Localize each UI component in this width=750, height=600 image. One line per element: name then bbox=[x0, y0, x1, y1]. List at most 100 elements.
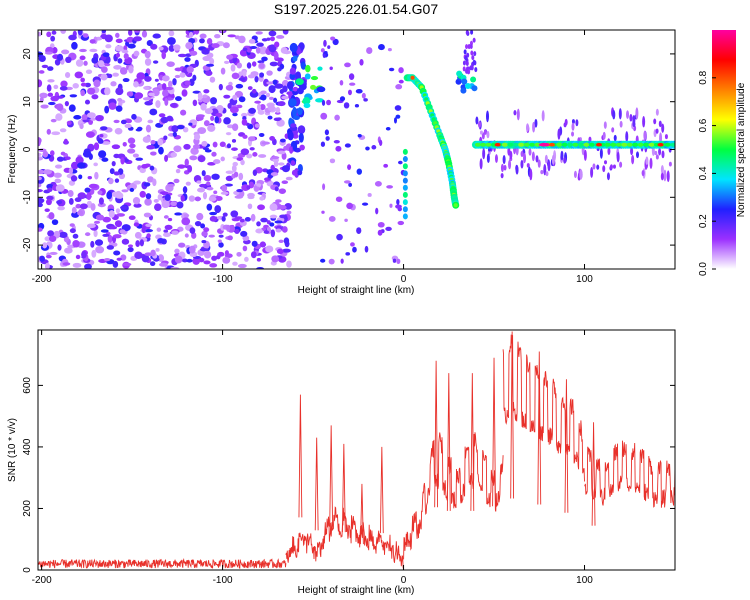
noise-speckle bbox=[161, 51, 166, 60]
noise-speckle bbox=[223, 94, 231, 99]
spectrogram-y-label: Frequency (Hz) bbox=[7, 115, 18, 184]
noise-speckle bbox=[227, 102, 232, 109]
noise-speckle bbox=[249, 46, 258, 50]
streak-near-zero bbox=[402, 170, 408, 177]
noise-speckle bbox=[187, 164, 193, 173]
noise-speckle bbox=[213, 159, 221, 164]
noise-speckle bbox=[99, 134, 104, 138]
tone-core bbox=[561, 142, 568, 147]
noise-speckle bbox=[196, 212, 204, 221]
noise-speckle bbox=[225, 170, 234, 174]
noise-speckle bbox=[75, 203, 82, 209]
noise-speckle bbox=[251, 61, 257, 67]
noise-speckle bbox=[144, 75, 152, 82]
noise-speckle bbox=[168, 30, 175, 37]
noise-speckle bbox=[241, 112, 248, 118]
noise-speckle bbox=[274, 83, 284, 89]
noise-speckle bbox=[71, 206, 77, 214]
sparse-speckle bbox=[355, 88, 363, 94]
tone-peak bbox=[657, 142, 664, 147]
noise-speckle bbox=[181, 89, 188, 97]
sparse-speckle bbox=[345, 252, 351, 256]
noise-speckle bbox=[79, 123, 84, 130]
noise-speckle bbox=[204, 149, 212, 153]
noise-speckle bbox=[278, 162, 285, 166]
noise-speckle bbox=[206, 186, 214, 191]
noise-speckle bbox=[201, 170, 206, 177]
noise-speckle bbox=[255, 31, 263, 35]
whistle-core bbox=[453, 203, 458, 208]
snr-peak bbox=[329, 425, 334, 527]
noise-speckle bbox=[170, 152, 178, 158]
noise-speckle bbox=[279, 214, 288, 219]
noise-speckle bbox=[120, 119, 127, 125]
tone-sideband bbox=[655, 154, 659, 160]
snr-line-segment bbox=[38, 557, 287, 569]
tone-sideband bbox=[612, 109, 616, 120]
snr-panel: -200 -100 0 100 0 200 400 600 Height of straig… bbox=[7, 329, 676, 596]
noise-speckle bbox=[98, 197, 104, 205]
burst35-faint bbox=[462, 60, 466, 66]
noise-speckle bbox=[172, 78, 177, 86]
tone-sideband bbox=[632, 121, 636, 128]
noise-speckle bbox=[196, 180, 202, 184]
noise-speckle bbox=[113, 250, 121, 256]
noise-speckle bbox=[251, 240, 258, 247]
noise-speckle bbox=[163, 229, 169, 233]
noise-speckle bbox=[190, 147, 199, 155]
sparse-speckle bbox=[378, 139, 383, 146]
noise-speckle bbox=[180, 195, 185, 202]
noise-speckle bbox=[281, 165, 290, 173]
noise-speckle bbox=[276, 119, 285, 127]
tone-core bbox=[507, 142, 514, 147]
burst-speckle bbox=[300, 62, 307, 70]
noise-speckle bbox=[147, 119, 154, 124]
sparse-speckle bbox=[344, 218, 348, 222]
noise-speckle bbox=[198, 257, 205, 263]
tone-sideband bbox=[544, 154, 548, 164]
burst-speckle bbox=[296, 87, 304, 95]
noise-speckle bbox=[248, 136, 256, 142]
noise-speckle bbox=[269, 96, 274, 100]
sparse-speckle bbox=[332, 38, 339, 46]
snr-x-tick-label: -200 bbox=[32, 575, 52, 586]
tone-sideband bbox=[526, 123, 530, 132]
noise-speckle bbox=[127, 244, 134, 248]
noise-speckle bbox=[39, 96, 44, 103]
tone-sideband bbox=[573, 170, 577, 179]
noise-speckle bbox=[56, 156, 64, 162]
noise-speckle bbox=[111, 191, 118, 197]
noise-speckle bbox=[164, 154, 169, 162]
streak-near-zero bbox=[402, 191, 408, 198]
noise-speckle bbox=[166, 115, 174, 122]
noise-speckle bbox=[184, 233, 189, 238]
tone-sideband bbox=[660, 165, 664, 174]
noise-speckle bbox=[201, 230, 208, 237]
burst35-faint bbox=[465, 30, 469, 36]
whistle-peak bbox=[410, 75, 415, 80]
noise-speckle bbox=[122, 78, 130, 83]
noise-speckle bbox=[108, 210, 115, 218]
colorbar-tick-label: 0.2 bbox=[698, 214, 709, 228]
noise-speckle bbox=[38, 188, 43, 193]
sparse-speckle bbox=[375, 207, 379, 215]
sparse-speckle bbox=[347, 164, 352, 171]
noise-speckle bbox=[278, 239, 284, 244]
noise-speckle bbox=[93, 79, 101, 88]
tone-core bbox=[670, 142, 675, 147]
tone-sideband bbox=[602, 165, 606, 173]
tone-sideband bbox=[630, 147, 634, 156]
noise-speckle bbox=[111, 160, 116, 167]
tone-core bbox=[605, 142, 612, 147]
noise-speckle bbox=[75, 59, 84, 67]
noise-speckle bbox=[184, 158, 189, 167]
noise-speckle bbox=[173, 44, 181, 51]
tone-sideband bbox=[483, 129, 487, 135]
snr-frame bbox=[37, 329, 676, 571]
tone-peak bbox=[538, 142, 551, 147]
tone-sideband bbox=[508, 159, 512, 170]
noise-speckle bbox=[57, 206, 65, 211]
noise-speckle bbox=[62, 262, 71, 266]
noise-speckle bbox=[113, 153, 120, 159]
noise-speckle bbox=[222, 42, 230, 49]
